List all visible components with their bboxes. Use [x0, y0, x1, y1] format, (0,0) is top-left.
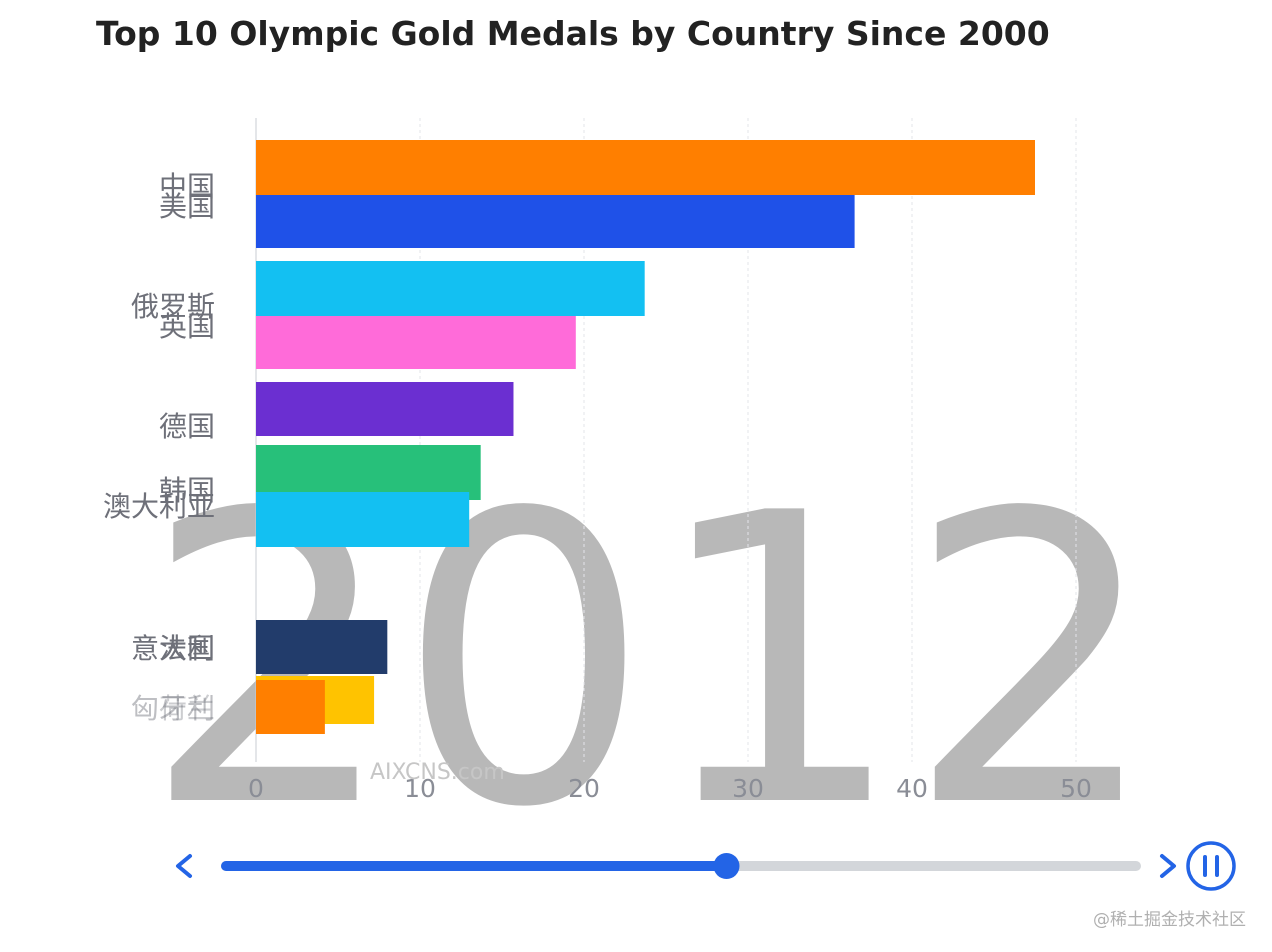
pause-icon[interactable] — [1186, 841, 1236, 891]
x-tick-label: 30 — [732, 774, 764, 803]
x-tick-label: 20 — [568, 774, 600, 803]
chevron-right-icon[interactable] — [1160, 854, 1176, 878]
bar-6 — [256, 492, 470, 547]
bar-3 — [256, 316, 576, 369]
bar-label-4: 德国 — [159, 410, 215, 443]
bar-label-6: 澳大利亚 — [103, 490, 215, 523]
bar-8 — [256, 620, 388, 674]
bar-label-8: 法国 — [159, 632, 215, 665]
bar-2 — [256, 261, 645, 316]
bar-label-2: 俄罗斯 — [131, 290, 215, 323]
bar-5 — [256, 445, 481, 500]
chevron-left-icon[interactable] — [176, 854, 192, 878]
bar-label-0: 中国 — [159, 170, 215, 203]
x-tick-label: 40 — [896, 774, 928, 803]
bar-4 — [256, 382, 514, 436]
watermark-site: AIXCNS.com — [370, 760, 505, 785]
watermark-footer: @稀土掘金技术社区 — [1093, 910, 1246, 930]
bar-label-3: 英国 — [159, 310, 215, 343]
chart-title: Top 10 Olympic Gold Medals by Country Si… — [96, 14, 1050, 53]
timeline-handle[interactable] — [713, 853, 740, 879]
bar-label-10: 荷兰 — [159, 692, 215, 725]
bar-label-5: 韩国 — [159, 474, 215, 507]
x-tick-label: 50 — [1060, 774, 1092, 803]
bar-10 — [256, 680, 325, 734]
bar-label-9: 匈牙利 — [131, 692, 215, 725]
x-tick-label: 10 — [404, 774, 436, 803]
bar-1 — [256, 195, 855, 248]
x-tick-label: 0 — [248, 774, 264, 803]
bar-0 — [256, 140, 1035, 195]
bar-label-7: 意大利 — [131, 632, 215, 665]
bar-label-1: 美国 — [159, 190, 215, 223]
